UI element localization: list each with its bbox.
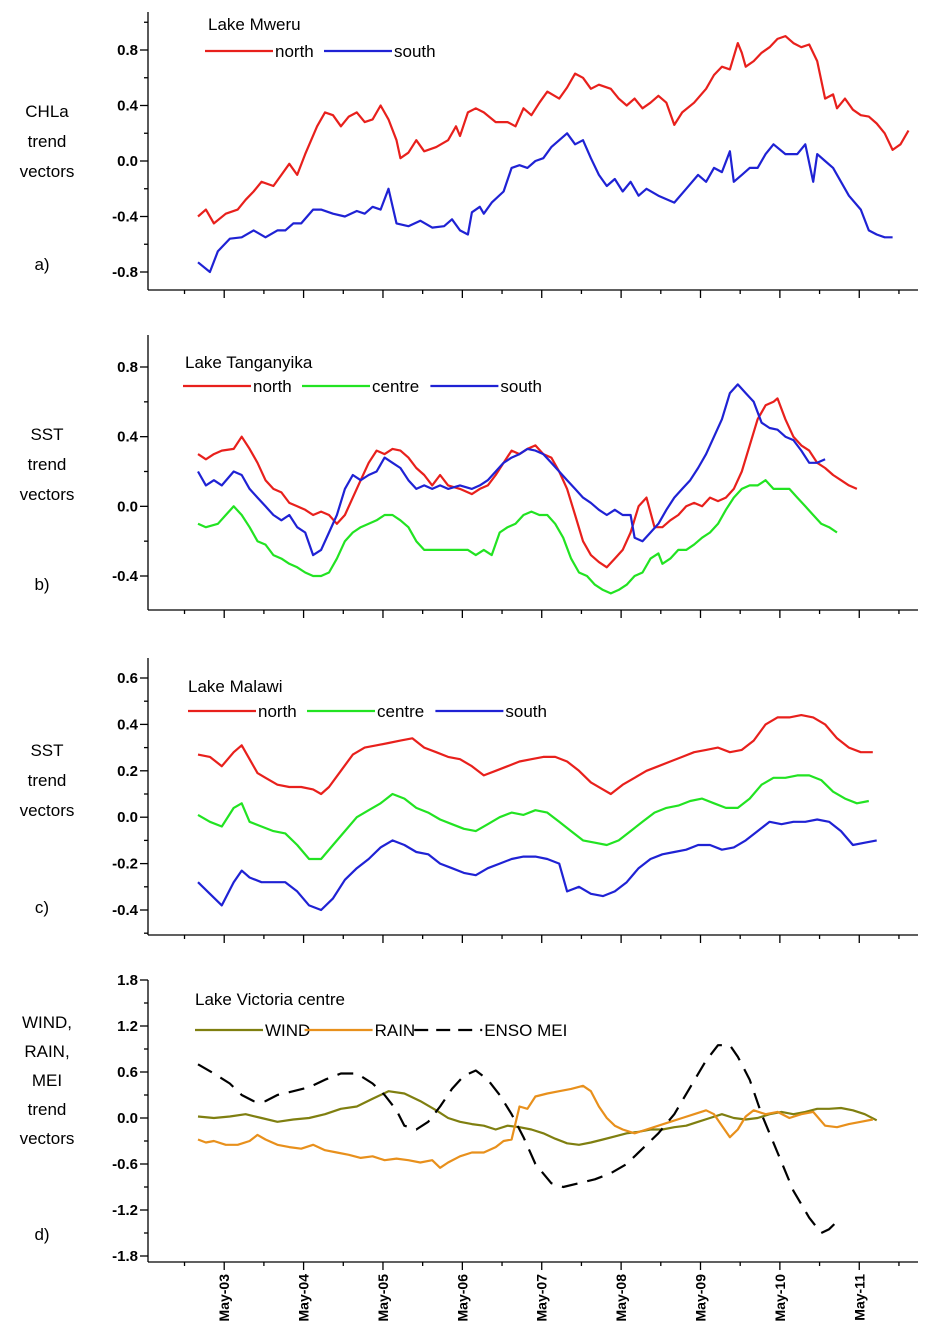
legend-label-north: north — [275, 42, 314, 61]
x-tick-label: May-08 — [613, 1274, 629, 1322]
y-tick-label: 0.8 — [117, 359, 138, 376]
series-line-north — [197, 714, 873, 796]
series-line-north — [197, 35, 910, 225]
legend-label-centre: centre — [377, 702, 424, 721]
y-axis-label-line: vectors — [20, 162, 75, 181]
y-tick-label: 1.2 — [117, 1018, 138, 1035]
panel-title: Lake Mweru — [208, 15, 301, 34]
y-tick-label: 0.4 — [117, 98, 139, 115]
y-axis-label-line: RAIN, — [24, 1042, 69, 1061]
y-tick-label: -0.4 — [112, 568, 139, 585]
y-axis-label-line: vectors — [20, 801, 75, 820]
y-tick-label: 0.8 — [117, 42, 138, 59]
panel-letter: b) — [34, 575, 49, 594]
x-tick-label: May-11 — [851, 1274, 867, 1321]
y-tick-label: -0.4 — [112, 902, 139, 919]
y-tick-label: -0.6 — [112, 1156, 138, 1173]
legend-label-wind: WIND — [265, 1021, 310, 1040]
legend-label-enso-mei: ENSO MEI — [484, 1021, 567, 1040]
y-tick-label: 0.0 — [117, 809, 138, 826]
series-line-rain — [197, 1084, 874, 1169]
x-tick-label: May-07 — [534, 1274, 550, 1322]
y-tick-label: -0.4 — [112, 209, 139, 226]
x-tick-label: May-03 — [216, 1274, 232, 1322]
y-axis-label-line: trend — [28, 132, 67, 151]
x-tick-label: May-09 — [692, 1274, 708, 1322]
y-tick-label: 0.0 — [117, 153, 138, 170]
series-line-enso-mei — [197, 1044, 838, 1235]
y-axis-label-line: vectors — [20, 1129, 75, 1148]
y-tick-label: 0.2 — [117, 763, 138, 780]
y-tick-label: -1.2 — [112, 1202, 138, 1219]
panel-title: Lake Tanganyika — [185, 353, 313, 372]
y-axis-label-line: MEI — [32, 1071, 62, 1090]
x-tick-label: May-04 — [296, 1274, 312, 1322]
y-axis-label-line: SST — [30, 425, 63, 444]
y-tick-label: -1.8 — [112, 1248, 138, 1265]
legend-label-south: south — [394, 42, 436, 61]
y-tick-label: 0.6 — [117, 670, 138, 687]
y-axis-label-line: CHLa — [25, 102, 69, 121]
legend-label-north: north — [258, 702, 297, 721]
panel-letter: c) — [35, 898, 49, 917]
y-tick-label: 1.8 — [117, 972, 138, 989]
panel-title: Lake Victoria centre — [195, 990, 345, 1009]
legend-label-north: north — [253, 377, 292, 396]
y-tick-label: 0.0 — [117, 498, 138, 515]
y-axis-label-line: trend — [28, 771, 67, 790]
series-line-north — [197, 397, 858, 569]
panel-letter: a) — [34, 255, 49, 274]
legend-label-rain: RAIN — [375, 1021, 416, 1040]
y-axis-label-line: vectors — [20, 485, 75, 504]
panel-title: Lake Malawi — [188, 677, 283, 696]
series-line-centre — [197, 479, 838, 595]
y-axis-label-line: trend — [28, 455, 67, 474]
y-tick-label: 0.0 — [117, 1110, 138, 1127]
series-line-wind — [197, 1090, 878, 1146]
y-axis-label-line: WIND, — [22, 1013, 72, 1032]
x-tick-label: May-10 — [772, 1274, 788, 1322]
y-axis-label-line: trend — [28, 1100, 67, 1119]
y-tick-label: 0.4 — [117, 716, 139, 733]
x-tick-label: May-05 — [375, 1274, 391, 1322]
x-tick-label: May-06 — [454, 1274, 470, 1322]
y-tick-label: 0.6 — [117, 1064, 138, 1081]
legend-label-south: south — [505, 702, 547, 721]
y-tick-label: -0.8 — [112, 264, 138, 281]
y-axis-label-line: SST — [30, 741, 63, 760]
series-line-south — [197, 383, 826, 557]
y-tick-label: 0.4 — [117, 429, 139, 446]
series-line-south — [197, 818, 877, 912]
series-line-south — [197, 132, 893, 274]
series-line-centre — [197, 774, 870, 861]
legend-label-centre: centre — [372, 377, 419, 396]
y-tick-label: -0.2 — [112, 856, 138, 873]
panel-letter: d) — [34, 1225, 49, 1244]
legend-label-south: south — [500, 377, 542, 396]
